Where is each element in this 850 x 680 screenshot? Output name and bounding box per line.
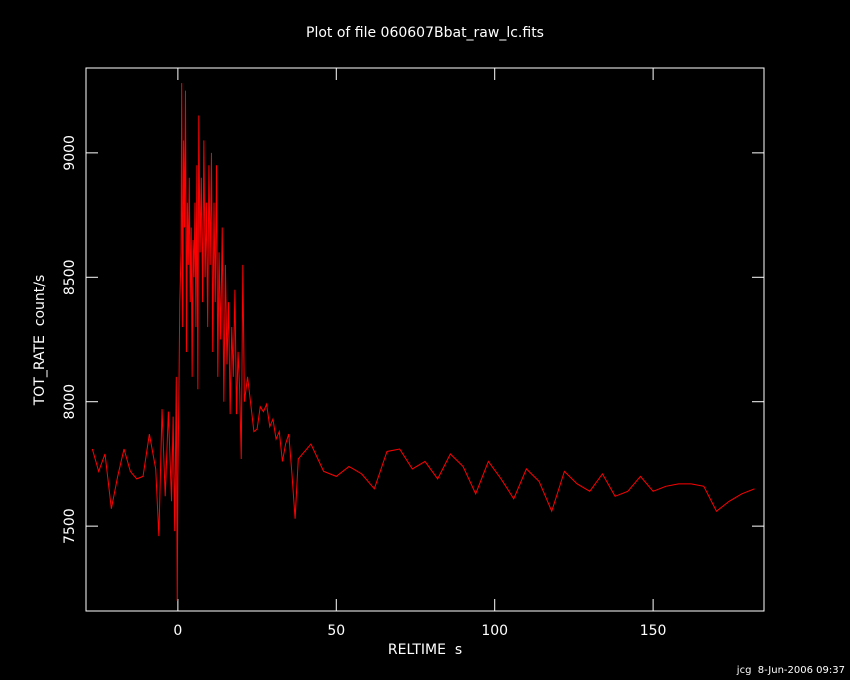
x-tick-label: 50: [327, 623, 345, 639]
x-axis-label: RELTIME s: [388, 642, 462, 658]
chart-title: Plot of file 060607Bbat_raw_lc.fits: [306, 25, 544, 41]
x-tick-label: 150: [640, 623, 667, 639]
y-tick-label: 7500: [62, 508, 78, 544]
x-tick-label: 100: [481, 623, 508, 639]
y-axis-label: TOT_RATE count/s: [32, 275, 48, 407]
plot-frame: [85, 67, 765, 612]
data-line: [91, 83, 755, 601]
footer: jcg 8-Jun-2006 09:37: [736, 665, 845, 676]
y-tick-label: 9000: [62, 135, 78, 171]
x-tick-label: 0: [173, 623, 182, 639]
y-tick-label: 8000: [62, 384, 78, 420]
y-tick-label: 8500: [62, 259, 78, 295]
